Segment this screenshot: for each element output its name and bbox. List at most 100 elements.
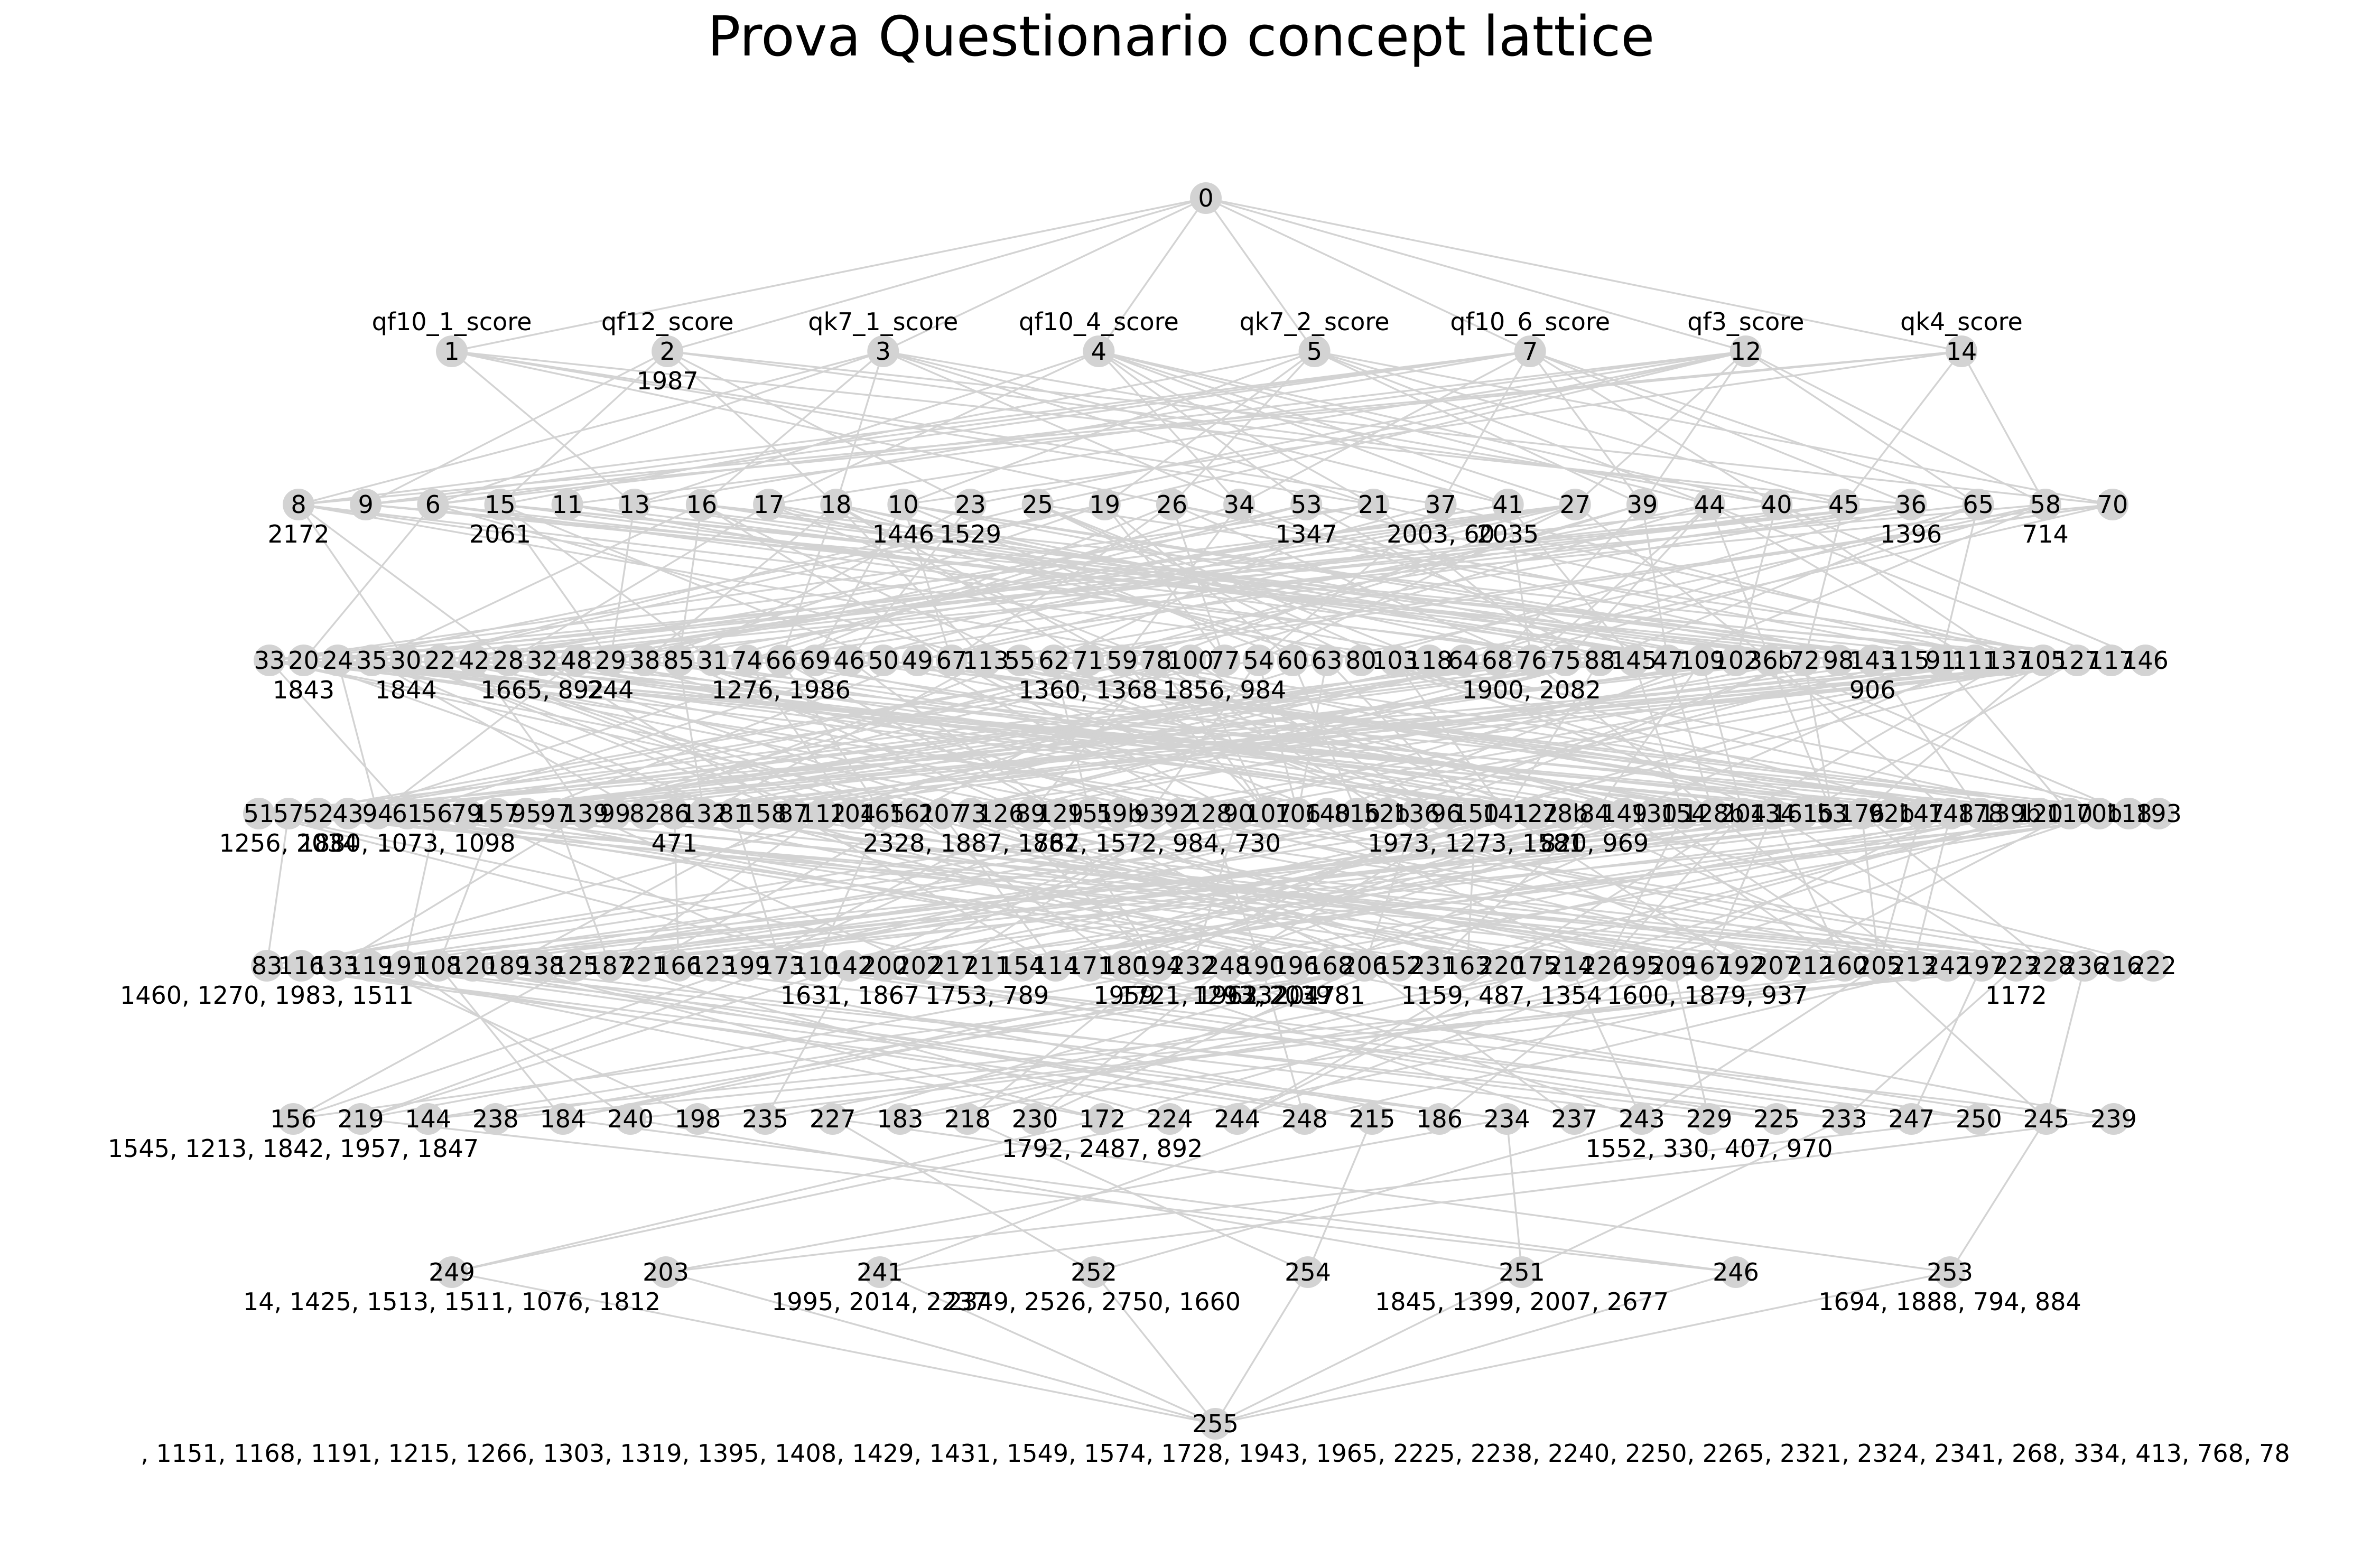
lattice-edge bbox=[1214, 1272, 1309, 1424]
lattice-edge bbox=[1297, 813, 1982, 967]
node-id-label: 248 bbox=[1281, 1105, 1328, 1133]
object-label: 1843 bbox=[273, 676, 334, 704]
object-label: 1460, 1270, 1983, 1511 bbox=[120, 981, 414, 1010]
lattice-node bbox=[685, 489, 718, 520]
lattice-edge bbox=[1205, 198, 1315, 352]
lattice-node bbox=[2097, 489, 2128, 520]
object-label: 2349, 2526, 2750, 1660 bbox=[947, 1287, 1241, 1316]
lattice-edge bbox=[451, 1271, 1216, 1425]
lattice-edge bbox=[1297, 660, 1328, 814]
lattice-node bbox=[492, 645, 524, 676]
lattice-node bbox=[1492, 489, 1524, 520]
lattice-node bbox=[1520, 950, 1552, 982]
lattice-edge bbox=[852, 813, 1502, 967]
lattice-node bbox=[2129, 645, 2161, 676]
lattice-node bbox=[765, 645, 797, 676]
node-id-label: 28 bbox=[493, 646, 524, 675]
node-id-label: 246 bbox=[1713, 1258, 1759, 1286]
node-id-label: 113 bbox=[963, 646, 1009, 675]
lattice-node bbox=[2095, 645, 2127, 676]
lattice-node bbox=[1519, 798, 1551, 829]
node-id-label: 236 bbox=[2061, 951, 2108, 980]
lattice-node bbox=[1424, 1103, 1456, 1135]
lattice-edge bbox=[1440, 351, 1531, 505]
lattice-edge bbox=[1037, 503, 1396, 661]
lattice-node bbox=[955, 798, 988, 829]
lattice-edge bbox=[1940, 659, 2070, 815]
lattice-edge bbox=[407, 813, 1673, 967]
node-id-label: 40 bbox=[1761, 490, 1792, 519]
lattice-node bbox=[935, 645, 968, 676]
lattice-node bbox=[1310, 645, 1343, 676]
lattice-edge bbox=[1189, 660, 1269, 814]
lattice-edge bbox=[780, 503, 1173, 661]
lattice-edge bbox=[1475, 659, 2010, 815]
lattice-edge bbox=[1745, 350, 1979, 506]
lattice-node bbox=[1154, 1103, 1186, 1135]
lattice-node bbox=[332, 798, 364, 829]
lattice-node bbox=[1298, 335, 1331, 367]
node-id-label: 16 bbox=[686, 490, 718, 519]
node-id-label: 186 bbox=[1416, 1105, 1463, 1133]
node-id-label: 120 bbox=[450, 951, 496, 980]
lattice-node bbox=[925, 798, 957, 829]
lattice-edge bbox=[1208, 659, 2078, 815]
lattice-edge bbox=[451, 350, 635, 506]
node-id-label: 73 bbox=[956, 799, 987, 828]
lattice-edge bbox=[634, 503, 1703, 661]
node-id-label: 46 bbox=[834, 646, 865, 675]
lattice-edge bbox=[701, 350, 884, 506]
lattice-edge bbox=[1190, 503, 1710, 661]
node-id-label: 157 bbox=[473, 799, 519, 828]
object-label: 714 bbox=[2022, 520, 2069, 548]
node-id-label: 163 bbox=[1444, 951, 1491, 980]
lattice-node bbox=[1312, 798, 1344, 829]
lattice-edge bbox=[849, 659, 1061, 815]
lattice-node bbox=[1694, 489, 1726, 520]
lattice-node bbox=[747, 798, 779, 829]
lattice-node bbox=[283, 489, 314, 520]
lattice-edge bbox=[451, 350, 1911, 506]
node-id-label: 43 bbox=[332, 799, 364, 828]
node-id-label: 29 bbox=[595, 646, 626, 675]
lattice-edge bbox=[704, 813, 1570, 967]
lattice-node bbox=[1222, 798, 1254, 829]
lattice-node bbox=[510, 798, 542, 829]
lattice-node bbox=[1039, 950, 1072, 982]
object-label: 1276, 1986 bbox=[711, 676, 850, 704]
node-id-label: 237 bbox=[1551, 1105, 1597, 1133]
lattice-node bbox=[1106, 645, 1138, 676]
lattice-edge bbox=[667, 350, 2113, 506]
lattice-node bbox=[836, 798, 869, 829]
lattice-edge bbox=[555, 813, 2085, 967]
node-id-label: 252 bbox=[1071, 1258, 1117, 1286]
lattice-node bbox=[629, 645, 661, 676]
lattice-node bbox=[834, 950, 866, 982]
node-id-label: 103 bbox=[1372, 646, 1418, 675]
object-label: 1529 bbox=[940, 520, 1001, 548]
lattice-edge bbox=[1530, 350, 1979, 506]
lattice-node bbox=[1559, 489, 1591, 520]
node-id-label: 41 bbox=[1492, 490, 1523, 519]
lattice-node bbox=[1895, 489, 1927, 520]
object-label: 1792, 2487, 892 bbox=[1002, 1134, 1203, 1163]
lattice-node bbox=[1280, 950, 1312, 982]
lattice-node bbox=[1727, 798, 1759, 829]
object-label: 1446 bbox=[872, 520, 934, 548]
attribute-label: qf10_1_score bbox=[372, 307, 532, 336]
lattice-edge bbox=[371, 659, 646, 815]
lattice-node bbox=[491, 950, 523, 982]
lattice-node bbox=[951, 1103, 983, 1135]
lattice-node bbox=[2034, 950, 2067, 982]
lattice-node bbox=[526, 645, 559, 676]
lattice-edge bbox=[303, 503, 434, 661]
node-id-label: 154 bbox=[998, 951, 1045, 980]
lattice-edge bbox=[508, 659, 2040, 815]
lattice-edge bbox=[298, 503, 1634, 661]
lattice-edge bbox=[832, 1118, 1950, 1273]
lattice-node bbox=[356, 645, 388, 676]
lattice-node bbox=[1490, 798, 1522, 829]
lattice-edge bbox=[406, 659, 2099, 815]
lattice-edge bbox=[1034, 965, 1365, 1120]
node-id-label: 63 bbox=[1312, 646, 1343, 675]
